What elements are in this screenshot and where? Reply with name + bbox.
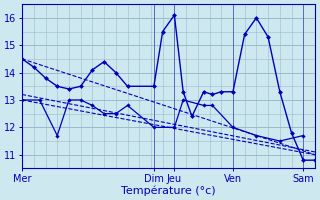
X-axis label: Température (°c): Température (°c) — [121, 185, 216, 196]
